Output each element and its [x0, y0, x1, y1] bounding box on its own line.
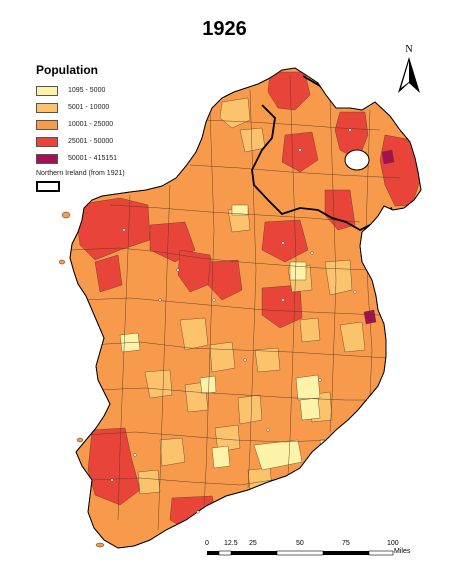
north-arrow-icon	[398, 57, 420, 93]
legend-swatch	[36, 119, 58, 130]
scale-tick-label: 50	[296, 540, 304, 547]
legend-swatch	[36, 102, 58, 113]
legend: Population 1095 - 5000 5001 - 10000 1000…	[36, 63, 216, 192]
legend-label: 50001 - 415151	[68, 155, 118, 162]
northern-ireland-swatch	[36, 181, 60, 192]
scale-tick-label: 25	[249, 540, 257, 547]
legend-title: Population	[36, 63, 98, 77]
northern-ireland-label: Northern Ireland (from 1921)	[36, 170, 125, 177]
scale-tick-label: 75	[342, 540, 350, 547]
legend-swatch	[36, 85, 58, 96]
legend-label: 25001 - 50000	[68, 138, 114, 145]
legend-label: 5001 - 10000	[68, 104, 110, 111]
scale-tick-label: 0	[205, 540, 209, 547]
legend-item: 25001 - 50000	[36, 134, 216, 149]
scale-tick-label: 12.5	[224, 540, 238, 547]
north-letter: N	[405, 44, 413, 55]
legend-swatch	[36, 153, 58, 164]
legend-label: 10001 - 25000	[68, 121, 114, 128]
map-title: 1926	[202, 18, 247, 40]
scale-bar-graphic	[207, 550, 394, 556]
legend-item: 5001 - 10000	[36, 100, 216, 115]
north-arrow: N	[396, 44, 422, 100]
legend-item: 10001 - 25000	[36, 117, 216, 132]
legend-item: 1095 - 5000	[36, 83, 216, 98]
legend-label: 1095 - 5000	[68, 87, 106, 94]
legend-item: 50001 - 415151	[36, 151, 216, 166]
scale-unit: Miles	[394, 548, 411, 555]
legend-swatch	[36, 136, 58, 147]
scale-tick-label: 100	[387, 540, 399, 547]
